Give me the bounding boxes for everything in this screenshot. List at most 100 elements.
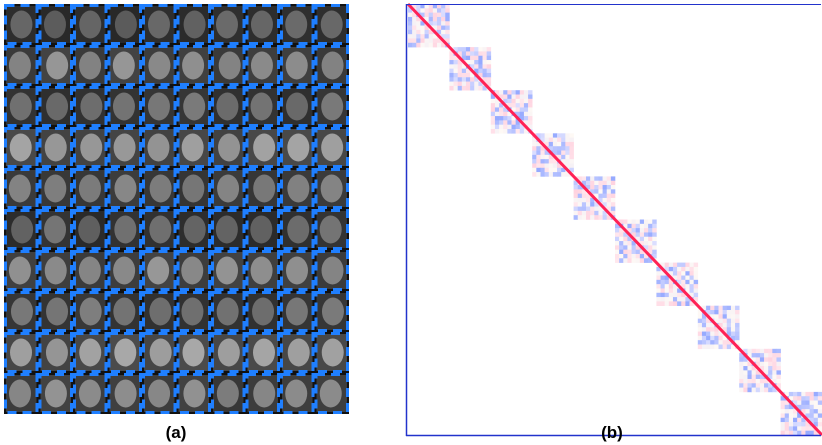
face xyxy=(287,134,309,162)
matrix-cell xyxy=(524,103,528,108)
matrix-cell xyxy=(781,409,785,414)
matrix-cell xyxy=(793,431,797,436)
matrix-cell xyxy=(540,159,544,164)
matrix-cell xyxy=(694,267,698,272)
matrix-cell xyxy=(632,224,636,229)
matrix-cell xyxy=(640,237,644,242)
face xyxy=(322,339,344,367)
matrix-cell xyxy=(731,319,735,324)
matrix-cell xyxy=(557,172,561,177)
matrix-cell xyxy=(462,82,466,87)
matrix-cell xyxy=(528,112,532,117)
matrix-cell xyxy=(487,64,491,69)
matrix-cell xyxy=(590,181,594,186)
matrix-cell xyxy=(661,297,665,302)
matrix-cell xyxy=(491,125,495,130)
matrix-cell xyxy=(483,64,487,69)
matrix-cell xyxy=(598,211,602,216)
matrix-cell xyxy=(607,189,611,194)
matrix-cell xyxy=(627,245,631,250)
matrix-cell xyxy=(669,263,673,268)
face xyxy=(9,380,31,408)
matrix-cell xyxy=(665,288,669,293)
face xyxy=(218,134,240,162)
matrix-cell xyxy=(781,405,785,410)
matrix-cell xyxy=(752,353,756,358)
matrix-cell xyxy=(710,310,714,315)
matrix-cell xyxy=(478,51,482,56)
matrix-cell xyxy=(665,293,669,298)
matrix-cell xyxy=(764,388,768,393)
matrix-cell xyxy=(694,276,698,281)
face xyxy=(181,257,203,285)
matrix-cell xyxy=(669,267,673,272)
face xyxy=(182,52,204,80)
matrix-cell xyxy=(810,405,814,410)
matrix-cell xyxy=(760,362,764,367)
matrix-cell xyxy=(429,17,433,22)
face xyxy=(218,339,240,367)
matrix-cell xyxy=(545,172,549,177)
face xyxy=(251,257,273,285)
matrix-cell xyxy=(681,271,685,276)
matrix-cell xyxy=(408,34,412,39)
matrix-cell xyxy=(801,422,805,427)
matrix-cell xyxy=(789,418,793,423)
matrix-cell xyxy=(454,86,458,91)
face xyxy=(44,175,66,203)
face xyxy=(11,298,33,326)
matrix-cell xyxy=(656,297,660,302)
matrix-cell xyxy=(743,379,747,384)
matrix-cell xyxy=(801,426,805,431)
matrix-cell xyxy=(677,267,681,272)
matrix-cell xyxy=(540,163,544,168)
matrix-cell xyxy=(574,202,578,207)
face xyxy=(183,380,205,408)
matrix-cell xyxy=(516,90,520,95)
matrix-cell xyxy=(512,99,516,104)
matrix-cell xyxy=(764,383,768,388)
face xyxy=(251,52,273,80)
matrix-cell xyxy=(681,263,685,268)
matrix-cell xyxy=(735,336,739,341)
face xyxy=(11,216,33,244)
matrix-cell xyxy=(814,409,818,414)
matrix-cell xyxy=(723,319,727,324)
matrix-cell xyxy=(586,181,590,186)
matrix-cell xyxy=(810,431,814,436)
matrix-cell xyxy=(536,146,540,151)
matrix-cell xyxy=(702,340,706,345)
face xyxy=(320,380,342,408)
matrix-cell xyxy=(772,349,776,354)
matrix-cell xyxy=(495,112,499,117)
matrix-cell xyxy=(632,254,636,259)
matrix-cell xyxy=(685,271,689,276)
matrix-cell xyxy=(714,310,718,315)
matrix-cell xyxy=(540,172,544,177)
matrix-cell xyxy=(491,116,495,121)
matrix-cell xyxy=(557,146,561,151)
matrix-cell xyxy=(449,60,453,65)
matrix-cell xyxy=(632,250,636,255)
matrix-cell xyxy=(694,271,698,276)
face xyxy=(45,257,67,285)
matrix-cell xyxy=(619,237,623,242)
matrix-cell xyxy=(499,120,503,125)
face xyxy=(10,93,32,121)
matrix-cell xyxy=(520,103,524,108)
matrix-cell xyxy=(594,189,598,194)
matrix-cell xyxy=(561,138,565,143)
face xyxy=(322,257,344,285)
matrix-cell xyxy=(590,202,594,207)
matrix-cell xyxy=(586,202,590,207)
matrix-cell xyxy=(619,241,623,246)
matrix-cell xyxy=(445,34,449,39)
matrix-cell xyxy=(785,405,789,410)
matrix-cell xyxy=(441,17,445,22)
caption-a: (a) xyxy=(166,423,187,442)
matrix-cell xyxy=(640,254,644,259)
matrix-cell xyxy=(656,301,660,306)
matrix-cell xyxy=(776,375,780,380)
matrix-cell xyxy=(528,116,532,121)
matrix-cell xyxy=(785,413,789,418)
